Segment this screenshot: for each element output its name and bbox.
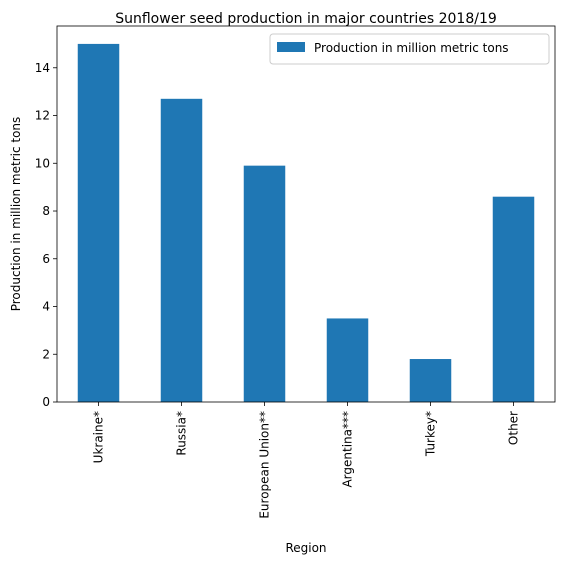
x-tick-label-4: Turkey* (424, 411, 438, 457)
x-axis-ticks: Ukraine* Russia* European Union** Argentina… (92, 402, 521, 519)
y-tick-label-2: 4 (42, 300, 50, 314)
legend: Production in million metric tons (270, 34, 549, 64)
y-axis-label: Production in million metric tons (9, 117, 23, 312)
legend-swatch (277, 42, 305, 52)
y-tick-label-7: 14 (35, 61, 50, 75)
y-tick-label-1: 2 (42, 347, 50, 361)
x-tick-label-0: Ukraine* (92, 411, 106, 463)
bar-0 (78, 44, 120, 402)
y-tick-label-6: 12 (35, 109, 50, 123)
y-tick-label-3: 6 (42, 252, 50, 266)
y-tick-label-5: 10 (35, 156, 50, 170)
bar-3 (327, 318, 369, 402)
bars-group (78, 44, 535, 402)
legend-label: Production in million metric tons (314, 41, 509, 55)
bar-1 (161, 99, 203, 402)
x-tick-label-1: Russia* (175, 411, 189, 456)
x-axis-label: Region (285, 541, 326, 555)
x-tick-label-2: European Union** (258, 411, 272, 519)
bar-2 (244, 166, 286, 402)
chart-title: Sunflower seed production in major count… (115, 11, 497, 27)
plot-frame (57, 26, 555, 402)
y-tick-label-0: 0 (42, 395, 50, 409)
x-tick-label-3: Argentina*** (341, 411, 355, 488)
x-tick-label-5: Other (507, 411, 521, 445)
bar-5 (493, 197, 535, 402)
y-axis-ticks: 0 2 4 6 8 10 12 14 (35, 61, 57, 409)
y-tick-label-4: 8 (42, 204, 50, 218)
bar-4 (410, 359, 452, 402)
